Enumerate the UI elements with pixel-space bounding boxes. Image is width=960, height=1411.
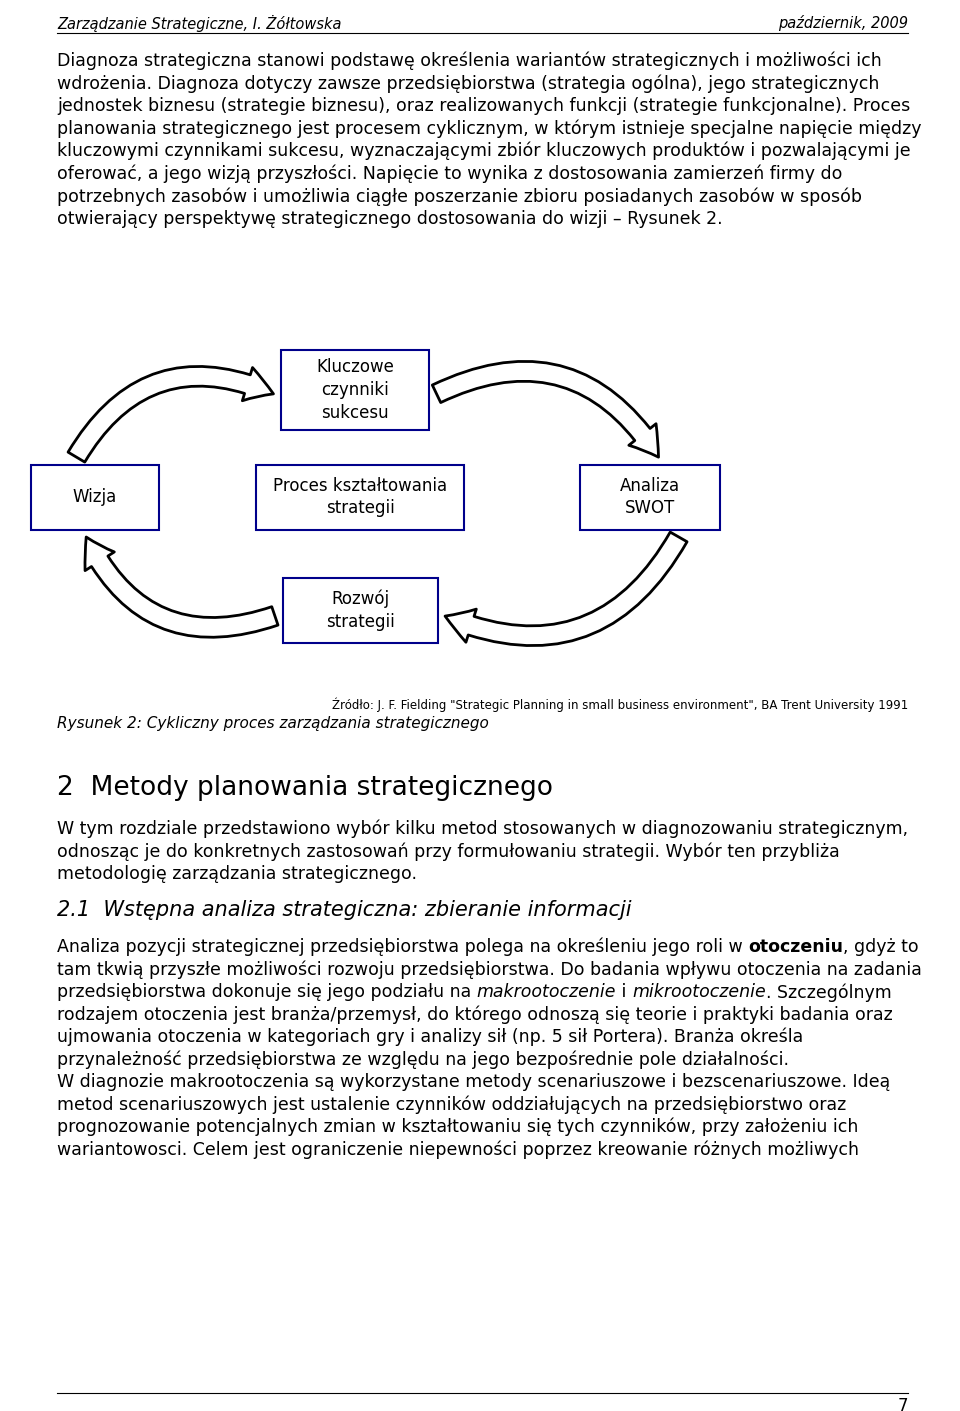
FancyArrowPatch shape <box>432 361 659 457</box>
Text: potrzebnych zasobów i umożliwia ciągłe poszerzanie zbioru posiadanych zasobów w : potrzebnych zasobów i umożliwia ciągłe p… <box>57 188 862 206</box>
Text: Zarządzanie Strategiczne, I. Żółtowska: Zarządzanie Strategiczne, I. Żółtowska <box>57 16 342 32</box>
Text: Diagnoza strategiczna stanowi podstawę określenia wariantów strategicznych i moż: Diagnoza strategiczna stanowi podstawę o… <box>57 52 881 71</box>
Text: otwierający perspektywę strategicznego dostosowania do wizji – Rysunek 2.: otwierający perspektywę strategicznego d… <box>57 209 723 227</box>
Text: , gdyż to: , gdyż to <box>843 938 919 957</box>
Text: Źródło: J. F. Fielding "Strategic Planning in small business environment", BA Tr: Źródło: J. F. Fielding "Strategic Planni… <box>332 698 908 713</box>
Text: wariantowosci. Celem jest ograniczenie niepewności poprzez kreowanie różnych moż: wariantowosci. Celem jest ograniczenie n… <box>57 1140 859 1158</box>
Text: i: i <box>616 983 632 1000</box>
FancyArrowPatch shape <box>85 538 278 638</box>
Text: Proces kształtowania
strategii: Proces kształtowania strategii <box>273 477 447 518</box>
Text: przedsiębiorstwa dokonuje się jego podziału na: przedsiębiorstwa dokonuje się jego podzi… <box>57 983 477 1000</box>
Text: W diagnozie makrootoczenia są wykorzystane metody scenariuszowe i bezscenariuszo: W diagnozie makrootoczenia są wykorzysta… <box>57 1072 890 1091</box>
Text: wdrożenia. Diagnoza dotyczy zawsze przedsiębiorstwa (strategia ogólna), jego str: wdrożenia. Diagnoza dotyczy zawsze przed… <box>57 75 879 93</box>
FancyArrowPatch shape <box>445 532 687 646</box>
Text: Analiza
SWOT: Analiza SWOT <box>620 477 680 518</box>
Text: Kluczowe
czynniki
sukcesu: Kluczowe czynniki sukcesu <box>316 358 394 422</box>
Bar <box>256 464 464 529</box>
Text: metod scenariuszowych jest ustalenie czynników oddziałujących na przedsiębiorstw: metod scenariuszowych jest ustalenie czy… <box>57 1095 847 1115</box>
Text: makrootoczenie: makrootoczenie <box>477 983 616 1000</box>
Text: otoczeniu: otoczeniu <box>748 938 843 957</box>
Text: odnosząc je do konkretnych zastosowań przy formułowaniu strategii. Wybór ten prz: odnosząc je do konkretnych zastosowań pr… <box>57 842 840 861</box>
Text: . Szczególnym: . Szczególnym <box>766 983 892 1002</box>
Text: Rozwój
strategii: Rozwój strategii <box>325 590 395 631</box>
Text: 7: 7 <box>898 1397 908 1411</box>
Text: ujmowania otoczenia w kategoriach gry i analizy sił (np. 5 sił Portera). Branża : ujmowania otoczenia w kategoriach gry i … <box>57 1029 804 1047</box>
Bar <box>281 350 429 430</box>
Text: tam tkwią przyszłe możliwości rozwoju przedsiębiorstwa. Do badania wpływu otocze: tam tkwią przyszłe możliwości rozwoju pr… <box>57 961 922 979</box>
Text: kluczowymi czynnikami sukcesu, wyznaczającymi zbiór kluczowych produktów i pozwa: kluczowymi czynnikami sukcesu, wyznaczaj… <box>57 143 911 161</box>
Text: 2.1  Wstępna analiza strategiczna: zbieranie informacji: 2.1 Wstępna analiza strategiczna: zbiera… <box>57 900 632 920</box>
Bar <box>580 464 720 529</box>
Text: W tym rozdziale przedstawiono wybór kilku metod stosowanych w diagnozowaniu stra: W tym rozdziale przedstawiono wybór kilk… <box>57 820 908 838</box>
Text: mikrootoczenie: mikrootoczenie <box>632 983 766 1000</box>
Text: oferować, a jego wizją przyszłości. Napięcie to wynika z dostosowania zamierzeń : oferować, a jego wizją przyszłości. Napi… <box>57 165 842 183</box>
Text: Wizja: Wizja <box>73 488 117 507</box>
FancyArrowPatch shape <box>68 367 274 461</box>
Bar <box>282 577 438 642</box>
Text: przynależność przedsiębiorstwa ze względu na jego bezpośrednie pole działalności: przynależność przedsiębiorstwa ze względ… <box>57 1051 789 1070</box>
Text: 2  Metody planowania strategicznego: 2 Metody planowania strategicznego <box>57 775 553 801</box>
Text: jednostek biznesu (strategie biznesu), oraz realizowanych funkcji (strategie fun: jednostek biznesu (strategie biznesu), o… <box>57 97 910 116</box>
Text: październik, 2009: październik, 2009 <box>778 16 908 31</box>
Text: metodologię zarządzania strategicznego.: metodologię zarządzania strategicznego. <box>57 865 417 883</box>
Text: rodzajem otoczenia jest branża/przemysł, do którego odnoszą się teorie i praktyk: rodzajem otoczenia jest branża/przemysł,… <box>57 1006 893 1024</box>
Text: Rysunek 2: Cykliczny proces zarządzania strategicznego: Rysunek 2: Cykliczny proces zarządzania … <box>57 715 489 731</box>
Text: prognozowanie potencjalnych zmian w kształtowaniu się tych czynników, przy założ: prognozowanie potencjalnych zmian w kszt… <box>57 1118 858 1136</box>
Bar <box>31 464 159 529</box>
Text: planowania strategicznego jest procesem cyklicznym, w którym istnieje specjalne : planowania strategicznego jest procesem … <box>57 120 922 138</box>
Text: Analiza pozycji strategicznej przedsiębiorstwa polega na określeniu jego roli w: Analiza pozycji strategicznej przedsiębi… <box>57 938 748 957</box>
